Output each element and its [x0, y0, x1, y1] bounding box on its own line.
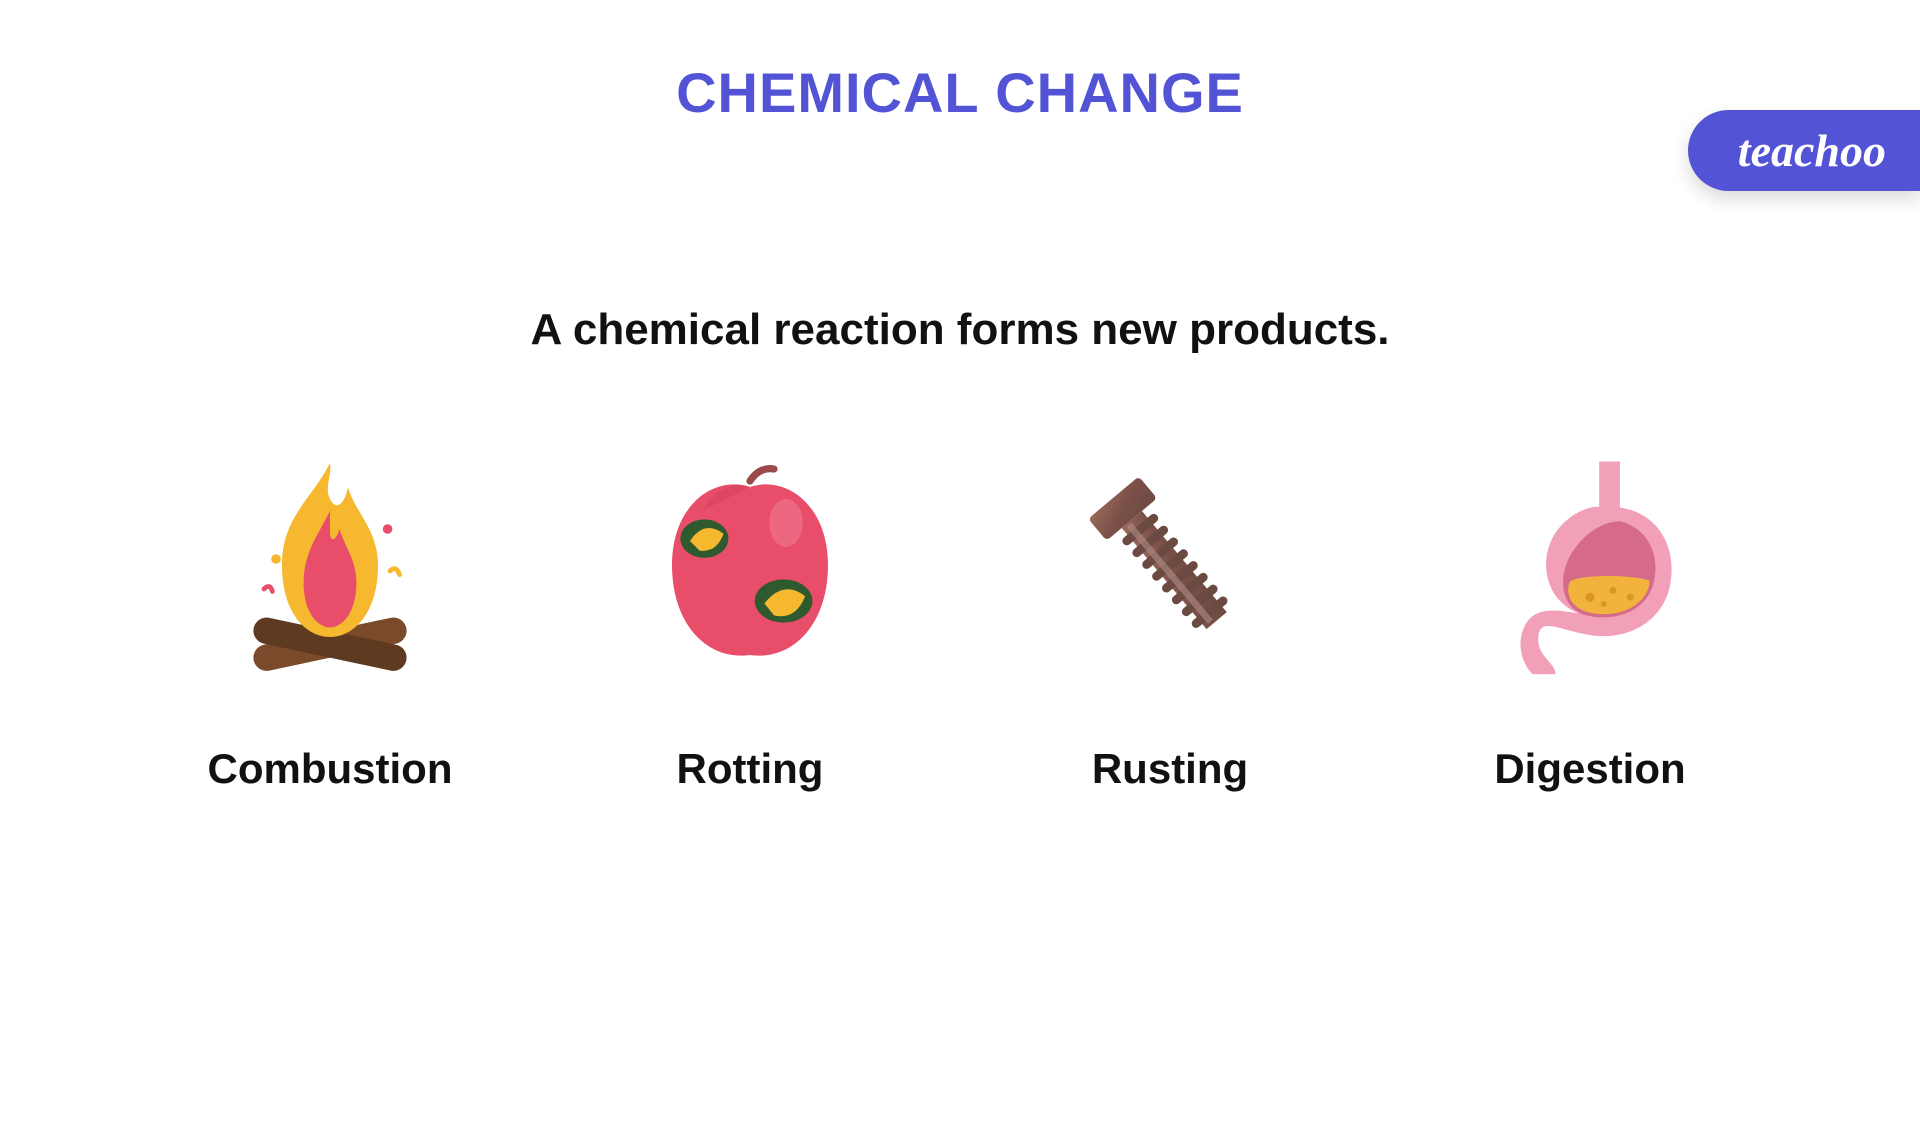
item-combustion: Combustion [160, 435, 500, 793]
item-label: Combustion [208, 745, 453, 793]
item-rusting: Rusting [1000, 435, 1340, 793]
page-title: CHEMICAL CHANGE [0, 60, 1920, 125]
combustion-icon [200, 435, 460, 695]
item-label: Digestion [1494, 745, 1685, 793]
items-row: Combustion Rotting [0, 435, 1920, 793]
subtitle: A chemical reaction forms new products. [0, 305, 1920, 355]
brand-badge: teachoo [1688, 110, 1920, 191]
digestion-icon [1460, 435, 1720, 695]
rusting-icon [1040, 435, 1300, 695]
item-digestion: Digestion [1420, 435, 1760, 793]
rotting-icon [620, 435, 880, 695]
item-label: Rusting [1092, 745, 1248, 793]
item-label: Rotting [677, 745, 824, 793]
item-rotting: Rotting [580, 435, 920, 793]
